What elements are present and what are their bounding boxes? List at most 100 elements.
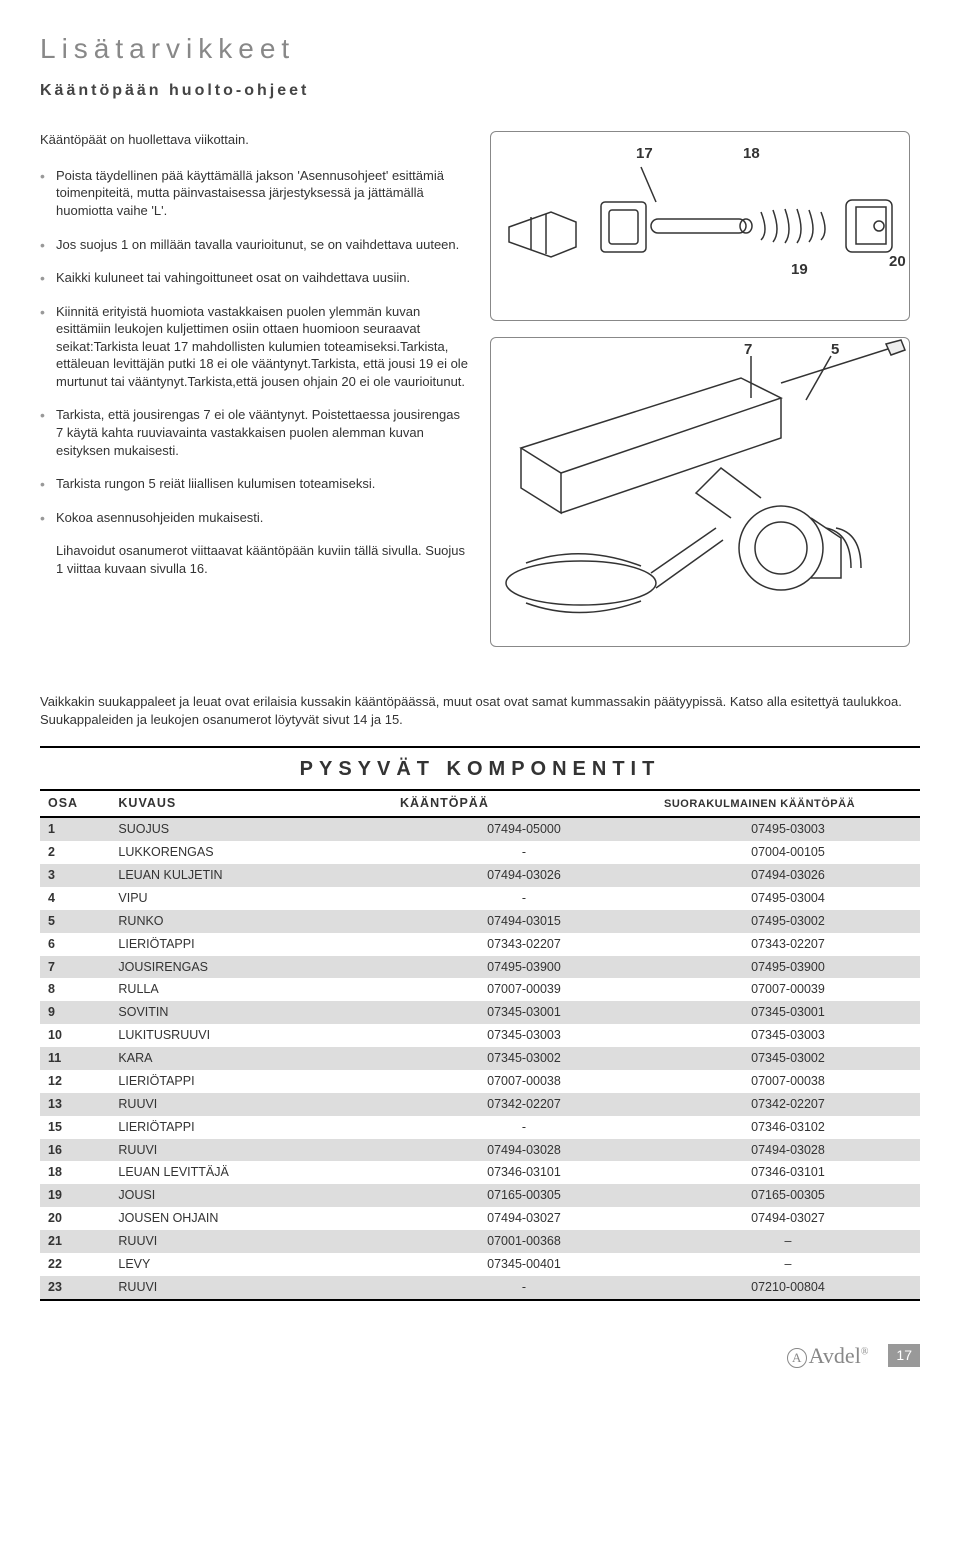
cell-a: 07346-03101 (392, 1161, 656, 1184)
cell-b: 07495-03003 (656, 817, 920, 841)
cell-b: 07210-00804 (656, 1276, 920, 1300)
cell-osa: 15 (40, 1116, 110, 1139)
table-row: 8RULLA07007-0003907007-00039 (40, 978, 920, 1001)
table-row: 11KARA07345-0300207345-03002 (40, 1047, 920, 1070)
cell-osa: 8 (40, 978, 110, 1001)
cell-a: - (392, 841, 656, 864)
bullet-item: Jos suojus 1 on millään tavalla vaurioit… (40, 236, 470, 254)
table-row: 13RUUVI07342-0220707342-02207 (40, 1093, 920, 1116)
table-row: 18LEUAN LEVITTÄJÄ07346-0310107346-03101 (40, 1161, 920, 1184)
cell-kuvaus: KARA (110, 1047, 392, 1070)
cell-b: 07494-03028 (656, 1139, 920, 1162)
bullet-item: Kaikki kuluneet tai vahingoittuneet osat… (40, 269, 470, 287)
cell-a: 07001-00368 (392, 1230, 656, 1253)
cell-a: 07007-00038 (392, 1070, 656, 1093)
table-row: 22LEVY07345-00401– (40, 1253, 920, 1276)
cell-a: 07494-03015 (392, 910, 656, 933)
cell-a: 07165-00305 (392, 1184, 656, 1207)
bullet-item: Poista täydellinen pää käyttämällä jakso… (40, 167, 470, 220)
cell-kuvaus: RUUVI (110, 1139, 392, 1162)
cell-a: 07495-03900 (392, 956, 656, 979)
cell-kuvaus: RUUVI (110, 1230, 392, 1253)
cell-osa: 19 (40, 1184, 110, 1207)
col-header-b: SUORAKULMAINEN KÄÄNTÖPÄÄ (656, 790, 920, 817)
cell-b: 07346-03102 (656, 1116, 920, 1139)
parts-table: OSA KUVAUS KÄÄNTÖPÄÄ SUORAKULMAINEN KÄÄN… (40, 789, 920, 1300)
cell-osa: 9 (40, 1001, 110, 1024)
cell-osa: 6 (40, 933, 110, 956)
table-row: 7JOUSIRENGAS07495-0390007495-03900 (40, 956, 920, 979)
callout-18: 18 (743, 144, 760, 164)
cell-b: 07346-03101 (656, 1161, 920, 1184)
diagram-column: 17 18 19 20 (490, 131, 920, 663)
callout-20: 20 (889, 252, 906, 272)
bullet-item: Kokoa asennusohjeiden mukaisesti. (40, 509, 470, 527)
cell-kuvaus: LIERIÖTAPPI (110, 1116, 392, 1139)
cell-a: 07345-00401 (392, 1253, 656, 1276)
cell-b: 07345-03001 (656, 1001, 920, 1024)
cell-b: 07494-03027 (656, 1207, 920, 1230)
bullet-item: Kiinnitä erityistä huomiota vastakkaisen… (40, 303, 470, 391)
cell-kuvaus: LEUAN LEVITTÄJÄ (110, 1161, 392, 1184)
col-header-kuvaus: KUVAUS (110, 790, 392, 817)
cell-osa: 23 (40, 1276, 110, 1300)
cell-kuvaus: RUUVI (110, 1093, 392, 1116)
cell-b: 07007-00038 (656, 1070, 920, 1093)
cell-kuvaus: SOVITIN (110, 1001, 392, 1024)
cell-b: – (656, 1230, 920, 1253)
table-row: 21RUUVI07001-00368– (40, 1230, 920, 1253)
cell-osa: 3 (40, 864, 110, 887)
cell-b: 07165-00305 (656, 1184, 920, 1207)
callout-19: 19 (791, 260, 808, 280)
brand-icon: A (787, 1348, 807, 1368)
cell-a: - (392, 1276, 656, 1300)
brand-logo: AAvdel® (787, 1341, 869, 1371)
cell-osa: 2 (40, 841, 110, 864)
bullet-item: Tarkista, että jousirengas 7 ei ole vään… (40, 406, 470, 459)
table-row: 3LEUAN KULJETIN07494-0302607494-03026 (40, 864, 920, 887)
cell-b: 07345-03003 (656, 1024, 920, 1047)
table-row: 6LIERIÖTAPPI07343-0220707343-02207 (40, 933, 920, 956)
cell-a: 07343-02207 (392, 933, 656, 956)
intro-text: Kääntöpäät on huollettava viikottain. (40, 131, 470, 149)
table-row: 9SOVITIN07345-0300107345-03001 (40, 1001, 920, 1024)
cell-kuvaus: LUKITUSRUUVI (110, 1024, 392, 1047)
col-header-osa: OSA (40, 790, 110, 817)
cell-kuvaus: VIPU (110, 887, 392, 910)
cell-b: 07004-00105 (656, 841, 920, 864)
cell-a: 07494-05000 (392, 817, 656, 841)
cell-osa: 11 (40, 1047, 110, 1070)
cell-b: 07495-03004 (656, 887, 920, 910)
table-title: PYSYVÄT KOMPONENTIT (40, 756, 920, 783)
cell-kuvaus: LUKKORENGAS (110, 841, 392, 864)
cell-a: - (392, 887, 656, 910)
cell-osa: 10 (40, 1024, 110, 1047)
exploded-parts-icon (491, 132, 909, 320)
cell-a: 07345-03003 (392, 1024, 656, 1047)
bullet-item: Tarkista rungon 5 reiät liiallisen kulum… (40, 475, 470, 493)
cell-osa: 20 (40, 1207, 110, 1230)
cell-osa: 13 (40, 1093, 110, 1116)
cell-kuvaus: LEUAN KULJETIN (110, 864, 392, 887)
page-subtitle: Kääntöpään huolto-ohjeet (40, 80, 920, 102)
cell-b: 07495-03002 (656, 910, 920, 933)
text-column: Kääntöpäät on huollettava viikottain. Po… (40, 131, 470, 663)
cell-kuvaus: LEVY (110, 1253, 392, 1276)
table-row: 20JOUSEN OHJAIN07494-0302707494-03027 (40, 1207, 920, 1230)
cell-osa: 4 (40, 887, 110, 910)
cell-a: 07494-03026 (392, 864, 656, 887)
bullet-list: Poista täydellinen pää käyttämällä jakso… (40, 167, 470, 526)
cell-osa: 5 (40, 910, 110, 933)
callout-7: 7 (744, 340, 752, 360)
cell-kuvaus: SUOJUS (110, 817, 392, 841)
cell-b: 07495-03900 (656, 956, 920, 979)
page-footer: AAvdel® 17 (40, 1341, 920, 1371)
table-row: 19JOUSI07165-0030507165-00305 (40, 1184, 920, 1207)
cell-osa: 18 (40, 1161, 110, 1184)
note-text: Lihavoidut osanumerot viittaavat kääntöp… (40, 542, 470, 577)
cell-osa: 7 (40, 956, 110, 979)
page-number: 17 (888, 1344, 920, 1367)
cell-kuvaus: JOUSEN OHJAIN (110, 1207, 392, 1230)
cell-a: 07494-03027 (392, 1207, 656, 1230)
callout-5: 5 (831, 340, 839, 360)
